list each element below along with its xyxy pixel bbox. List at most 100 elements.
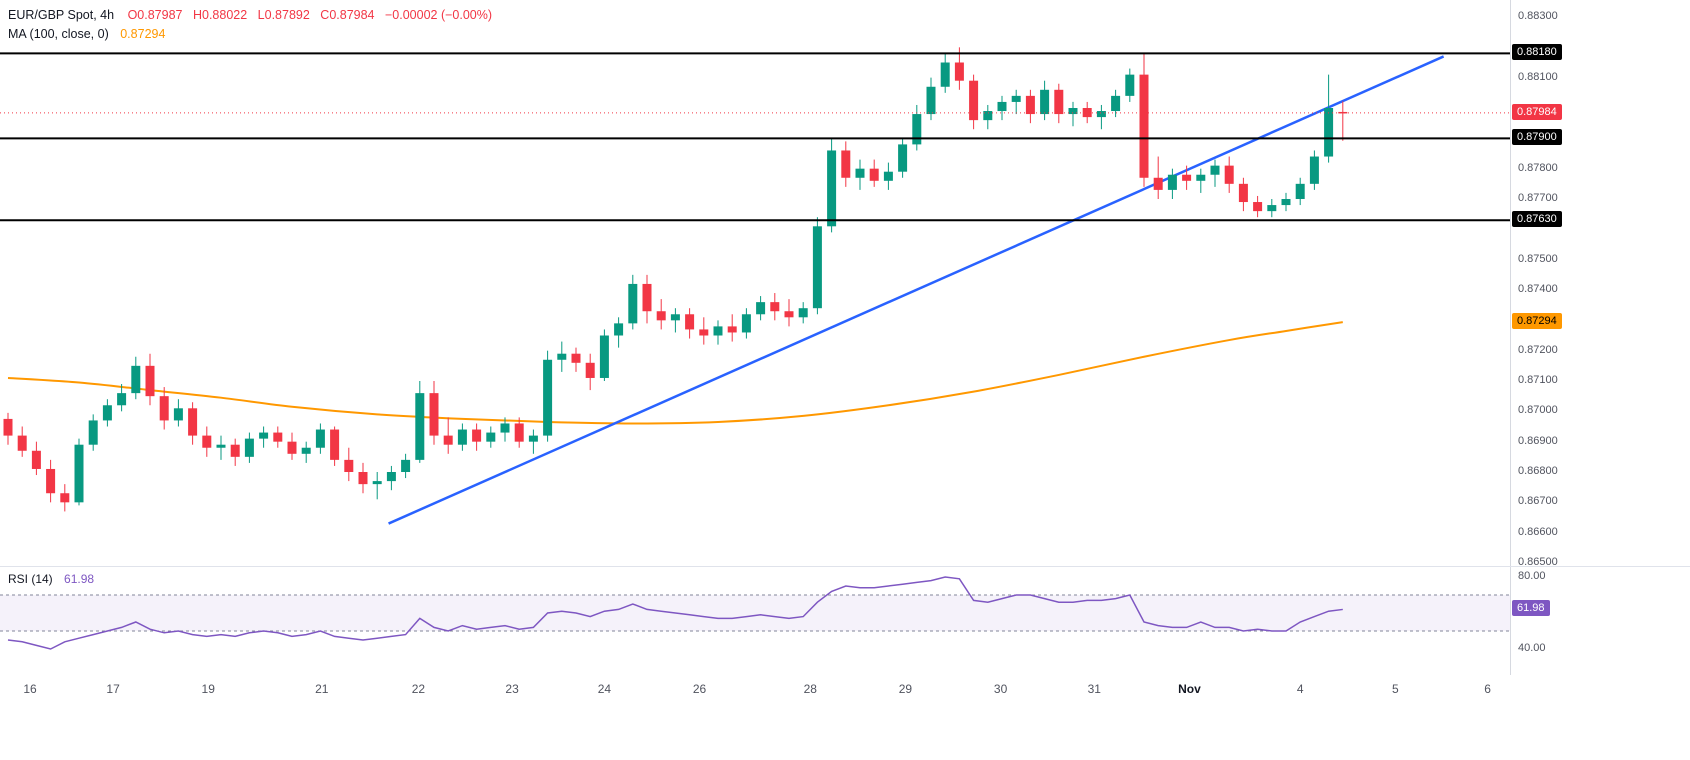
ohlc-open: O0.87987	[127, 8, 183, 22]
candle-body	[1011, 95, 1021, 102]
price-tick-label: 0.87100	[1518, 374, 1558, 386]
candle-body	[1309, 156, 1319, 184]
ma-line[interactable]	[7, 321, 1343, 425]
candle-body	[585, 362, 595, 378]
ohlc-close: C0.87984	[320, 8, 375, 22]
candle-body	[1196, 174, 1206, 181]
candle-body	[926, 86, 936, 115]
candle-body	[614, 323, 624, 336]
candle-body	[770, 302, 780, 312]
chart-canvas[interactable]	[0, 0, 1510, 675]
candle-body	[457, 429, 467, 445]
rsi-band	[0, 595, 1510, 631]
rsi-indicator-label[interactable]: RSI (14)	[8, 572, 53, 586]
candle-body	[1082, 108, 1092, 118]
ma-price-pill: 0.87294	[1512, 313, 1562, 330]
ma-indicator-label[interactable]: MA (100, close, 0)	[8, 27, 109, 41]
candle-body	[827, 150, 837, 227]
candle-body	[699, 329, 709, 336]
price-axis[interactable]: 0.88300 0.88100 0.87800 0.87700 0.87500 0.874…	[1510, 0, 1690, 675]
candle-body	[443, 435, 453, 445]
candle-body	[273, 432, 283, 442]
candle-body	[472, 429, 482, 442]
candle-body	[1153, 177, 1163, 190]
candle-body	[571, 353, 581, 363]
candle-body	[514, 423, 524, 442]
candle-body	[557, 353, 567, 360]
candle-body	[983, 111, 993, 121]
candle-body	[117, 393, 127, 406]
candle-body	[31, 450, 41, 469]
price-tick-label: 0.86800	[1518, 465, 1558, 477]
symbol-title[interactable]: EUR/GBP Spot, 4h	[8, 8, 115, 22]
candle-body	[330, 429, 340, 460]
candle-body	[287, 441, 297, 454]
rsi-legend: RSI (14) 61.98	[8, 570, 94, 588]
level-price-pill: 0.87630	[1512, 211, 1562, 228]
candle-body	[1139, 74, 1149, 178]
rsi-line[interactable]	[7, 576, 1343, 650]
time-tick-label: 4	[1296, 682, 1304, 696]
ohlc-change: −0.00002 (−0.00%)	[385, 8, 493, 22]
candle-body	[1267, 205, 1277, 212]
candle-body	[372, 481, 382, 485]
candle-body	[415, 393, 425, 460]
candle-body	[812, 226, 822, 309]
candle-body	[486, 432, 496, 442]
candle-body	[3, 418, 13, 436]
price-tick-label: 0.87700	[1518, 192, 1558, 204]
candle-body	[202, 435, 212, 448]
candle-body	[259, 432, 269, 439]
ohlc-low: L0.87892	[257, 8, 310, 22]
candle-body	[940, 62, 950, 87]
candle-body	[315, 429, 325, 448]
price-tick-label: 0.86600	[1518, 525, 1558, 538]
ohlc-high: H0.88022	[192, 8, 248, 22]
price-tick-label: 0.87500	[1518, 252, 1558, 265]
ma-indicator-value: 0.87294	[120, 27, 166, 41]
candle-body	[386, 472, 396, 482]
candle-body	[599, 335, 609, 378]
candle-body	[713, 326, 723, 336]
candle-body	[1025, 95, 1035, 115]
time-tick-label: 26	[692, 682, 707, 696]
time-tick-label: 28	[803, 682, 817, 696]
candle-body	[401, 459, 411, 472]
time-axis[interactable]: 16 17 19 21 22 23 24 26 28 29 30 31 Nov 4 5 6	[0, 675, 1690, 760]
time-tick-label: 24	[597, 682, 612, 696]
candle-body	[500, 423, 510, 433]
candle-body	[74, 444, 84, 503]
candle-body	[642, 283, 652, 312]
candle-body	[216, 444, 226, 448]
trendline[interactable]	[388, 55, 1445, 525]
candle-body	[1224, 165, 1234, 184]
candle-body	[1125, 74, 1135, 96]
candle-body	[1167, 174, 1177, 190]
time-tick-label: 30	[993, 682, 1008, 696]
rsi-value-pill: 61.98	[1512, 600, 1550, 617]
candle-body	[528, 435, 538, 442]
time-tick-label: 16	[23, 682, 37, 696]
candle-body	[628, 283, 638, 324]
candle-body	[88, 420, 98, 445]
candle-body	[1338, 111, 1348, 114]
candle-body	[1182, 174, 1192, 181]
candle-body	[1054, 89, 1064, 115]
price-tick-label: 0.86700	[1518, 495, 1558, 508]
price-tick-label: 0.87000	[1518, 404, 1558, 417]
candle-body	[969, 80, 979, 121]
candle-body	[159, 396, 169, 421]
candle-body	[358, 472, 368, 485]
time-tick-label: 31	[1087, 682, 1101, 696]
candle-body	[1068, 108, 1078, 115]
time-tick-label: Nov	[1178, 682, 1201, 696]
candles-series	[3, 47, 1348, 512]
candle-body	[17, 435, 27, 451]
candle-body	[954, 62, 964, 81]
candle-body	[429, 393, 439, 436]
time-tick-label: 22	[411, 682, 426, 696]
rsi-tick-label: 80.00	[1518, 570, 1546, 582]
main-legend: EUR/GBP Spot, 4h O0.87987 H0.88022 L0.87…	[8, 6, 499, 44]
candle-body	[727, 326, 737, 333]
candle-body	[344, 459, 354, 472]
